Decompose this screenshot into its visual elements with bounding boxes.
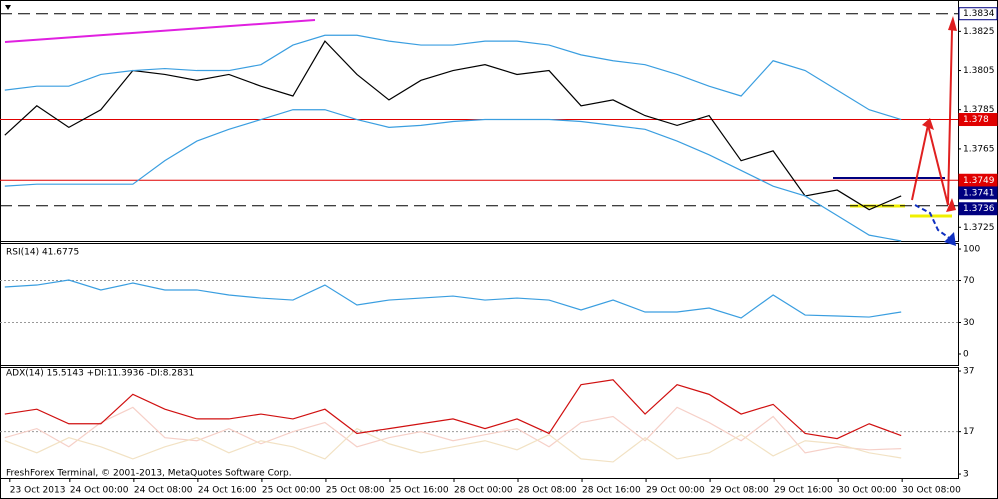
price-tag <box>958 113 998 127</box>
y-tick-label: 1.3825 <box>963 27 995 37</box>
series-line <box>4 427 902 463</box>
x-tick-label: 25 Oct 16:00 <box>390 486 449 496</box>
x-tick-label: 29 Oct 00:00 <box>646 486 705 496</box>
y-tick-label: 100 <box>963 245 980 255</box>
arrow-head <box>922 118 934 130</box>
price-tag-label: 1.3749 <box>963 176 995 186</box>
series-line <box>4 40 902 211</box>
series-line <box>4 379 902 440</box>
menu-icon[interactable] <box>5 5 11 10</box>
price-tag-label: 1.378 <box>963 115 989 125</box>
series-line <box>4 279 902 319</box>
x-tick-label: 30 Oct 00:00 <box>838 486 897 496</box>
arrow-head <box>946 198 956 212</box>
x-tick-label: 24 Oct 16:00 <box>198 486 257 496</box>
y-tick-label: 0 <box>963 349 969 359</box>
rsi-title: RSI(14) 41.6775 <box>6 248 79 258</box>
series-line <box>4 34 902 121</box>
x-tick-label: 25 Oct 08:00 <box>326 486 385 496</box>
forecast-arrow <box>914 204 953 241</box>
rsi-panel <box>0 243 959 366</box>
arrow-head <box>944 232 956 246</box>
x-tick-label: 29 Oct 16:00 <box>774 486 833 496</box>
y-tick-label: 30 <box>963 318 975 328</box>
x-tick-label: 30 Oct 08:00 <box>902 486 961 496</box>
x-tick-label: 28 Oct 16:00 <box>582 486 641 496</box>
arrow-head <box>948 16 957 31</box>
x-tick-label: 23 Oct 2013 <box>10 486 66 496</box>
adx-panel <box>0 367 959 479</box>
y-tick-label: 37 <box>963 367 974 377</box>
adx-title: ADX(14) 15.5143 +DI:11.3936 -DI:8.2831 <box>6 369 194 379</box>
x-tick-label: 28 Oct 08:00 <box>518 486 577 496</box>
price-tag <box>958 186 998 200</box>
y-tick-label: 1.3765 <box>963 144 995 154</box>
trend-line <box>4 19 316 43</box>
x-tick-label: 24 Oct 08:00 <box>134 486 193 496</box>
price-tag-label: 1.3834 <box>963 9 995 19</box>
x-tick-label: 24 Oct 00:00 <box>70 486 129 496</box>
y-tick-label: 1.3805 <box>963 66 995 76</box>
y-tick-label: 1.3725 <box>963 223 995 233</box>
y-tick-label: 70 <box>963 276 975 286</box>
footer: FreshForex Terminal, © 2001-2013, MetaQu… <box>6 469 292 479</box>
forecast-arrow <box>911 29 953 206</box>
price-tag <box>958 7 998 21</box>
price-tag-label: 1.3741 <box>963 188 995 198</box>
series-line <box>4 406 902 454</box>
price-tag-label: 1.3736 <box>963 204 995 214</box>
price-tag <box>958 202 998 216</box>
x-tick-label: 29 Oct 08:00 <box>710 486 769 496</box>
y-tick-label: 3 <box>963 470 969 480</box>
x-tick-label: 28 Oct 00:00 <box>454 486 513 496</box>
price-tag <box>958 173 998 187</box>
x-tick-label: 25 Oct 00:00 <box>262 486 321 496</box>
y-tick-label: 1.3785 <box>963 105 995 115</box>
series-line <box>4 109 902 242</box>
y-tick-label: 17 <box>963 427 974 437</box>
